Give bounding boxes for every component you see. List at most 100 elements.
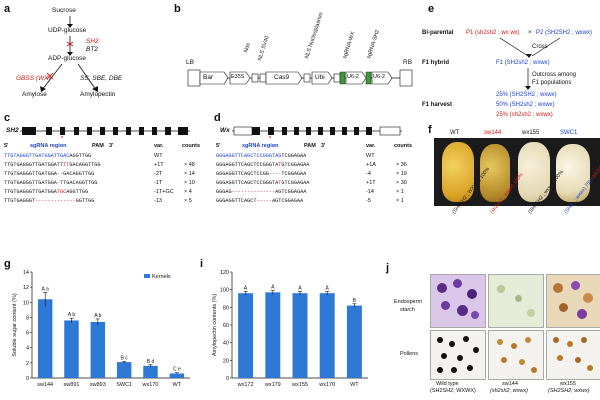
variant-count: × 5 [184, 198, 192, 204]
cas9-label: Cas9 [274, 74, 290, 81]
micro-wt-starch [430, 274, 486, 328]
bar-wx179 [265, 292, 281, 378]
wx-sequence-list: GGGAGGTTCAGCTCCGGGTAGTCGGAGAA WT GGGAGGTTC… [216, 153, 421, 224]
y-tick-label: 14 [23, 270, 29, 276]
col-geno-wx155: (SH2SH2; wxwx) [548, 388, 590, 394]
ear-wx155 [518, 142, 550, 202]
sequence-text: TTGTGAGGGT-------------GGTTGG [4, 198, 95, 204]
prime3-c: 3' [109, 143, 114, 149]
significance-letter: A a [42, 286, 49, 292]
y-axis-label: Amylopectin contents (%) [212, 294, 218, 357]
panel-label-e: e [428, 3, 435, 15]
category-label: wx179 [264, 382, 281, 388]
bar-WT [346, 305, 362, 378]
sequence-text: GGGAGGTTCAGCTCCGGGTATGTCGGAGAA [216, 180, 310, 186]
bar-wx155 [292, 293, 308, 378]
variant-count: × 48 [184, 162, 195, 168]
wx-gene-model [232, 126, 402, 138]
sgrna-region-d: sgRNA region [242, 143, 279, 149]
panel-d-header: 5' sgRNA region PAM 3' var. counts [216, 143, 421, 152]
category-label: wx170 [318, 382, 335, 388]
u6-2-label-a: U6-2 [347, 74, 359, 80]
bar-sw144 [37, 299, 53, 378]
legend-label: Kernels [152, 274, 171, 280]
bt2-enzyme-label: BT2 [86, 46, 98, 53]
bar-label: Bar [203, 74, 214, 81]
row-label-starch: starch [400, 307, 415, 313]
y-tick-label: 8 [26, 315, 29, 321]
cross-symbol: × [528, 30, 532, 36]
variant-count: × 10 [184, 180, 195, 186]
outcross-label: Outcross among [532, 72, 577, 78]
variant-label: -4 [366, 171, 371, 177]
panel-j-micrographs: Endosperm starch Pollens [386, 268, 600, 398]
amylopectin-label: Amylopectin [80, 91, 116, 98]
panel-e-cross-scheme: Bi-parental P1 (sh2sh2 ; wx wx) × P2 (SH… [420, 0, 600, 125]
significance-letter: A [326, 285, 330, 291]
variant-count: × 1 [396, 198, 404, 204]
y-tick-label: 2 [26, 361, 29, 367]
variant-count: × 19 [396, 171, 407, 177]
prime5-c: 5' [4, 143, 9, 149]
legend-swatch [144, 274, 150, 278]
sh2-gene-label: SH2 [6, 127, 19, 134]
amylopectin-chart: 0 20 40 60 80 100 120 Amylopectin contents (%) A… [212, 270, 368, 388]
sh2-enzyme-label: SH2 [86, 38, 99, 45]
y-tick-label: 60 [223, 323, 229, 329]
sucrose-label: Sucrose [52, 7, 76, 14]
bar-wx172 [238, 293, 254, 378]
variant-label: -2T [154, 171, 163, 177]
prime3-d: 3' [321, 143, 326, 149]
category-label: SWC1 [116, 382, 132, 388]
sequence-text: GGGAGGTTCAGCT-----AGTCGGAGAA [216, 198, 304, 204]
variant-label: -1T [154, 180, 163, 186]
rb-label: RB [403, 59, 413, 66]
y-tick-label: 6 [26, 331, 29, 337]
ear-label-wx155: wx155 [522, 130, 540, 136]
harvest-row-2: 50% (SH2sh2 ; wxwx) [496, 102, 555, 108]
cross-label: Cross [532, 44, 548, 50]
panel-d-sequences: Wx 5' sgRNA region PAM 3' var. counts GG… [212, 122, 422, 222]
variant-count: × 30 [396, 180, 407, 186]
gbss-label: GBSS (WX) [16, 75, 51, 82]
y-tick-label: 20 [223, 358, 229, 364]
variant-label: -13 [154, 198, 162, 204]
variant-label: +1A [366, 162, 376, 168]
y-tick-label: 0 [226, 376, 229, 382]
panel-label-g: g [4, 258, 11, 270]
category-label: wx172 [237, 382, 254, 388]
y-tick-label: 120 [220, 270, 229, 276]
significance-letter: C e [173, 367, 181, 373]
significance-letter: A [298, 285, 302, 291]
f1-hybrid-label: F1 hybrid [422, 60, 450, 66]
ear-photo-background [434, 138, 600, 206]
significance-letter: B d [147, 359, 155, 365]
p1-genotype: P1 (sh2sh2 ; wx wx) [466, 30, 520, 36]
variant-label: +1T [366, 180, 376, 186]
sequence-text: GGGAG--------------AGTCGGAGAA [216, 189, 307, 195]
sh2-sequence-list: TTGTAGGGTTGATGGATTGACAGGTTGG WT TTGTGAGGGT… [4, 153, 209, 224]
variant-label: -14 [366, 189, 374, 195]
col-name-wx155: wx155 [560, 381, 576, 387]
variant-count: × 14 [184, 171, 195, 177]
sgrna-region-c: sgRNA region [30, 143, 67, 149]
col-name-sw144: sw144 [502, 381, 518, 387]
counts-header-d: counts [394, 143, 413, 149]
sequence-text: GGGAGGTTCAGCTCCGGGTATGTCGGAGAA [216, 162, 310, 168]
sequence-text: GGGAGGTTCAGCTCCGG----TCGGAGAA [216, 171, 307, 177]
sh2-gene-model [20, 127, 190, 138]
bar-sw891 [64, 320, 79, 378]
variant-label: WT [154, 153, 163, 159]
udp-glucose-label: UDP-glucose [48, 27, 87, 34]
y-tick-label: 40 [223, 341, 229, 347]
category-label: sw893 [90, 382, 106, 388]
cross-arrows [499, 37, 561, 90]
f1-harvest-label: F1 harvest [422, 102, 453, 108]
outcross-label-2: F1 populations [532, 80, 572, 86]
significance-letter: A b [94, 313, 101, 319]
variant-label: WT [366, 153, 375, 159]
col-geno-sw144: (sh2sh2; wxwx) [490, 388, 528, 394]
micro-sw144-starch [488, 274, 544, 328]
col-geno-wt: (SH2SH2; WXWX) [430, 388, 476, 394]
sequence-text: TTGTAGGGTTGATGGATTGACAGGTTGG [4, 153, 92, 159]
